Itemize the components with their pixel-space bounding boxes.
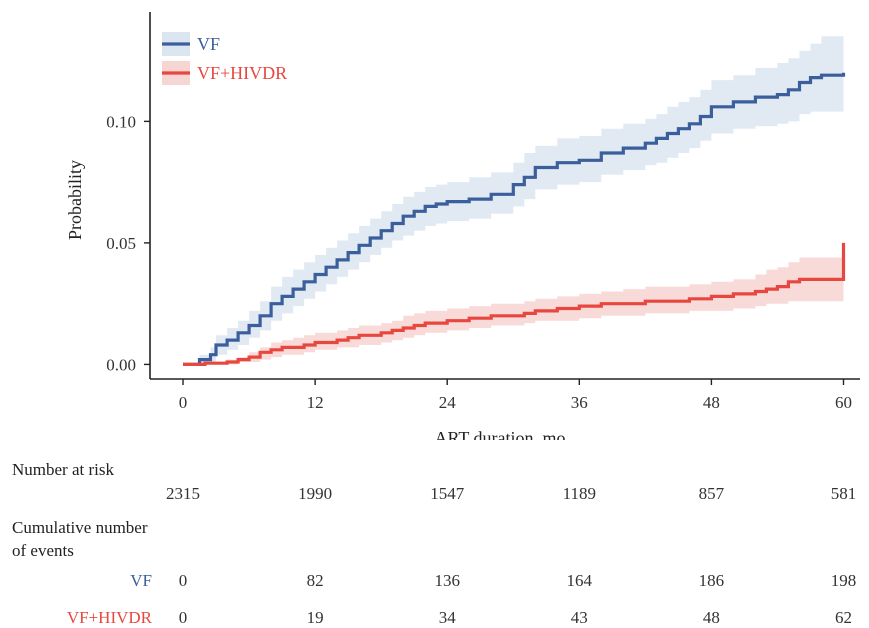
number-at-risk-label: Number at risk (12, 460, 114, 479)
events-value-vf: 136 (434, 571, 460, 590)
x-tick-label: 0 (179, 393, 188, 412)
legend: VF VF+HIVDR (162, 32, 287, 85)
events-value-vf-hivdr: 48 (702, 608, 720, 627)
legend-label: VF+HIVDR (197, 63, 287, 83)
events-row-label-vf: VF (130, 571, 152, 590)
survival-lines (183, 72, 846, 366)
y-ticks: 0.00 0.05 0.10 (106, 112, 150, 374)
number-at-risk-value: 1990 (298, 484, 333, 503)
legend-label: VF (197, 34, 220, 54)
x-tick-label: 24 (439, 393, 457, 412)
events-value-vf-hivdr: 43 (570, 608, 588, 627)
x-tick-label: 12 (307, 393, 324, 412)
x-tick-label: 36 (571, 393, 588, 412)
number-at-risk-value: 2315 (166, 484, 201, 503)
legend-item-vf: VF (162, 32, 220, 56)
x-tick-label: 60 (835, 393, 852, 412)
km-chart: 0 12 24 36 48 60 0.00 0.05 0.10 ART duration, m… (65, 12, 860, 440)
y-tick-label: 0.05 (106, 234, 136, 253)
events-value-vf-hivdr: 34 (438, 608, 456, 627)
x-tick-label: 48 (703, 393, 720, 412)
legend-item-vf-hivdr: VF+HIVDR (162, 61, 287, 85)
series-line-vf (183, 72, 846, 366)
events-value-vf-hivdr: 19 (306, 608, 324, 627)
confidence-band-vf (183, 31, 844, 365)
x-ticks: 0 12 24 36 48 60 (179, 379, 852, 412)
events-value-vf-hivdr: 62 (834, 608, 852, 627)
events-value-vf: 186 (698, 571, 725, 590)
events-value-vf: 164 (566, 571, 593, 590)
number-at-risk-value: 1547 (430, 484, 465, 503)
events-row-label-vf-hivdr: VF+HIVDR (66, 608, 152, 627)
number-at-risk-value: 1189 (562, 484, 596, 503)
events-value-vf-hivdr: 0 (178, 608, 188, 627)
y-tick-label: 0.00 (106, 355, 136, 374)
cumulative-events-label-line2: of events (12, 541, 74, 560)
series-line-vf-hivdr (183, 242, 846, 366)
y-tick-label: 0.10 (106, 112, 136, 131)
cumulative-events-label-line1: Cumulative number (12, 518, 148, 537)
number-at-risk-value: 581 (830, 484, 857, 503)
y-axis-label: Probability (65, 160, 85, 240)
x-axis-label: ART duration, mo (434, 428, 565, 440)
number-at-risk-value: 857 (698, 484, 725, 503)
events-value-vf: 198 (830, 571, 857, 590)
axes (149, 12, 860, 380)
events-value-vf: 0 (178, 571, 188, 590)
events-value-vf: 82 (306, 571, 324, 590)
